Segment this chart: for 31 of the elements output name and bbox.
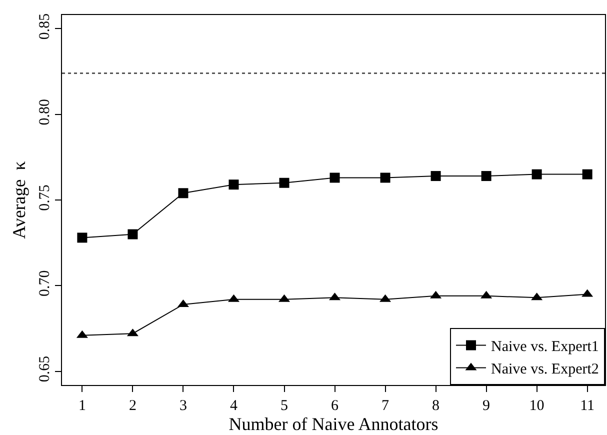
x-tick-label: 8 <box>432 398 440 414</box>
y-axis-title: Average κ <box>9 161 30 239</box>
point <box>279 178 290 188</box>
point <box>430 171 441 182</box>
legend-label: Naive vs. Expert1 <box>491 339 599 356</box>
x-tick-label: 11 <box>580 398 595 414</box>
x-tick-label: 9 <box>482 398 490 414</box>
y-tick-label: 0.65 <box>37 356 53 382</box>
point <box>77 232 88 243</box>
x-tick-label: 6 <box>331 398 340 414</box>
point <box>330 172 340 183</box>
point <box>228 180 239 190</box>
y-tick-label: 0.80 <box>37 98 53 126</box>
x-tick-label: 1 <box>78 398 86 414</box>
x-tick-label: 3 <box>179 398 187 414</box>
point <box>532 169 542 180</box>
point <box>178 188 188 198</box>
point <box>128 229 138 240</box>
legend-label: Naive vs. Expert2 <box>491 362 599 378</box>
x-tick-label: 7 <box>382 398 390 414</box>
y-tick-label: 0.75 <box>37 184 53 211</box>
y-tick-label: 0.85 <box>37 13 53 40</box>
point <box>582 169 592 180</box>
x-tick-label: 5 <box>280 398 288 414</box>
point <box>380 172 390 183</box>
x-axis-title: Number of Naive Annotators <box>228 414 438 434</box>
x-tick-label: 10 <box>529 398 544 414</box>
point <box>481 171 492 182</box>
x-tick-label: 4 <box>230 398 238 414</box>
y-tick-label: 0.70 <box>37 270 53 297</box>
x-tick-label: 2 <box>128 398 136 414</box>
